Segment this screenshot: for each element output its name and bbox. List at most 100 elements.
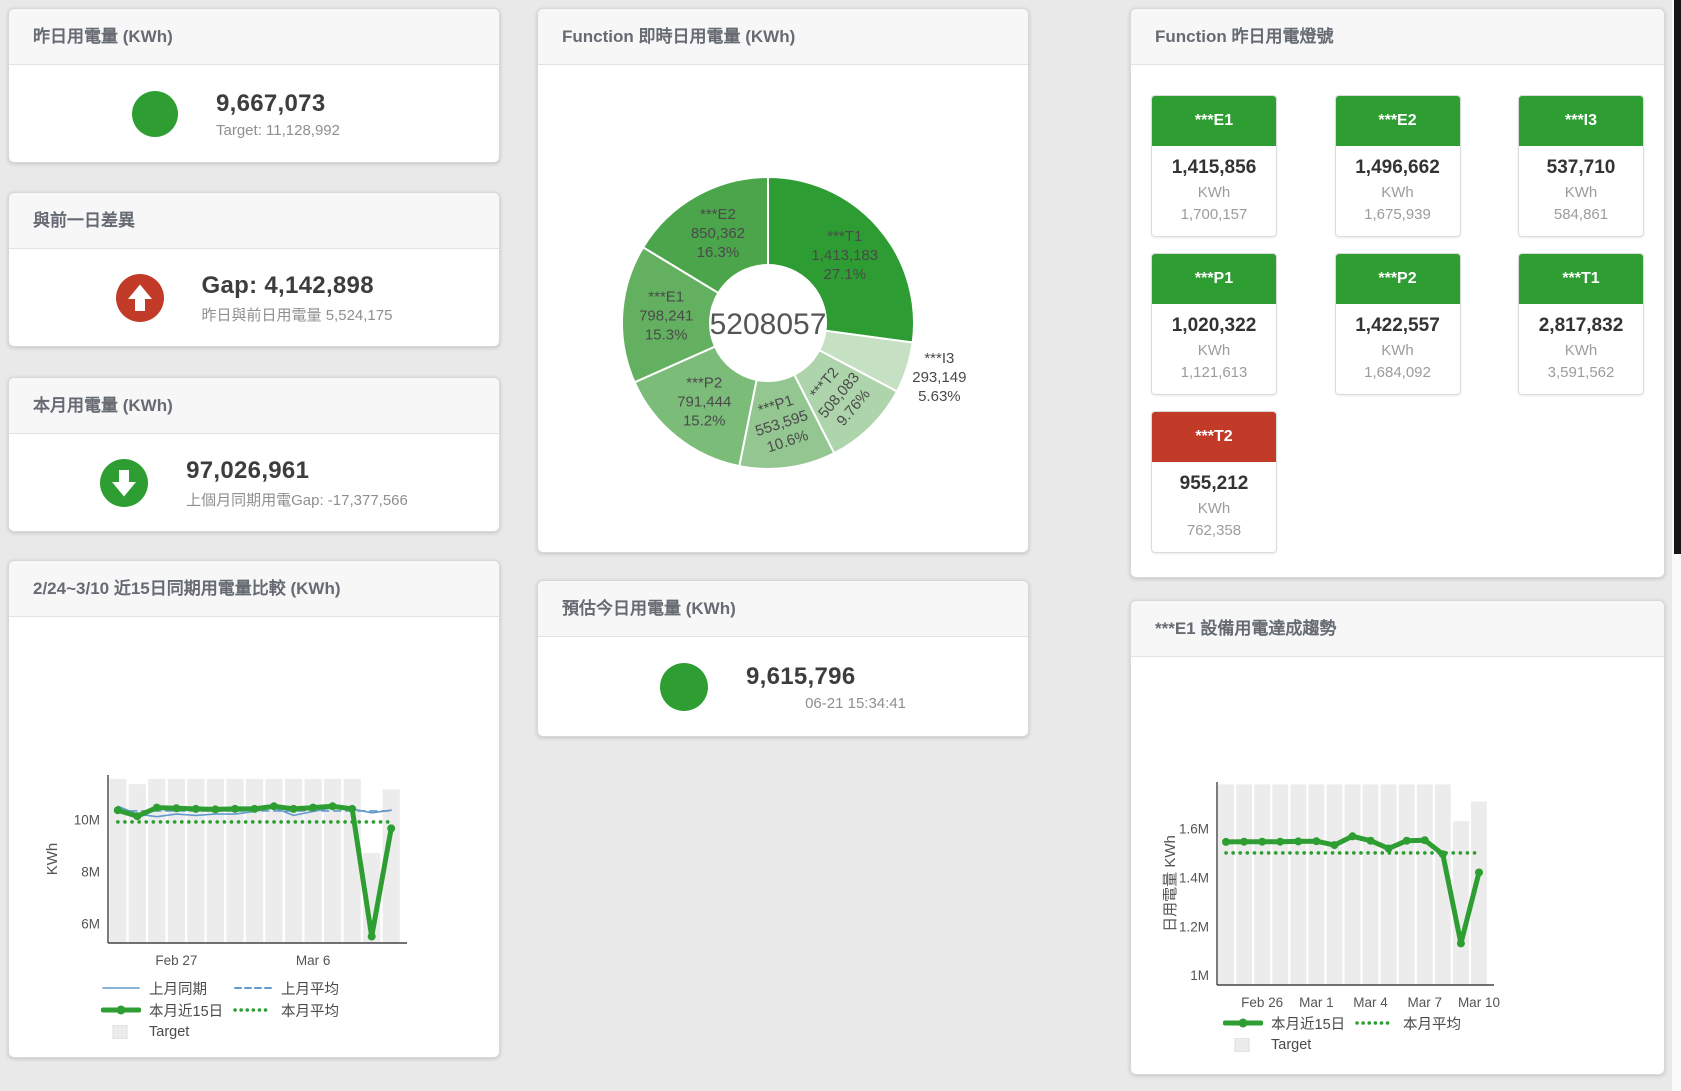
device-light-tile: ***E1 1,415,856 KWh 1,700,157 — [1151, 95, 1277, 237]
device-light-tile: ***T2 955,212 KWh 762,358 — [1151, 411, 1277, 553]
card-e1-trend-chart: ***E1 設備用電達成趨勢 1M 1.2M 1.4M 1.6M Feb 26 Mar 1… — [1130, 600, 1665, 1075]
status-green-circle-icon — [660, 663, 708, 711]
status-green-circle-icon — [132, 91, 178, 137]
tile-status-badge: ***T2 — [1152, 412, 1276, 462]
tile-unit: KWh — [1381, 184, 1414, 201]
legend-item: 本月近15日 — [101, 1000, 227, 1021]
card-title: 本月用電量 (KWh) — [9, 378, 499, 434]
kpi-value: 97,026,961 — [186, 456, 310, 484]
device-light-tile: ***T1 2,817,832 KWh 3,591,562 — [1518, 253, 1644, 395]
device-lights-grid: ***E1 1,415,856 KWh 1,700,157 ***E2 1,496,662… — [1131, 65, 1664, 583]
compare-line-chart: 6M 8M 10M Feb 27 Mar 6 KWh — [44, 775, 407, 968]
tile-unit: KWh — [1197, 184, 1231, 201]
tile-status-badge: ***I3 — [1519, 96, 1643, 146]
card-estimated-today: 預估今日用電量 (KWh) 9,615,796 06-21 15:34:41 — [537, 580, 1029, 737]
tile-value: 2,817,832 — [1538, 315, 1624, 336]
function-usage-donut-chart: ***T1 1,413,183 27.1%***I3 293,149 5.63%***T… — [621, 175, 966, 470]
kpi-subtext: 上個月同期用電Gap: -17,377,566 — [186, 491, 408, 509]
svg-text:KWh: KWh — [44, 843, 61, 876]
card-title: 與前一日差異 — [9, 193, 499, 249]
legend-item: 本月平均 — [1355, 1016, 1461, 1033]
arrow-up-icon — [115, 274, 164, 322]
svg-text:Mar 6: Mar 6 — [296, 953, 331, 968]
card-month-usage: 本月用電量 (KWh) 97,026,961 上個月同期用電Gap: -17,3… — [8, 377, 500, 532]
card-realtime-usage-donut: Function 即時日用電量 (KWh) ***T1 1,413,183 27.1… — [537, 8, 1029, 553]
e1-chart-legend: 本月近15日 本月平均 Target — [1223, 1012, 1664, 1056]
kpi-subtext: Target: 11,128,992 — [216, 121, 340, 139]
tile-value: 955,212 — [1179, 473, 1249, 494]
svg-text:1.6M: 1.6M — [1179, 821, 1209, 836]
card-title: Function 即時日用電量 (KWh) — [538, 9, 1028, 65]
card-yesterday-usage: 昨日用電量 (KWh) 9,667,073 Target: 11,128,992 — [8, 8, 500, 163]
legend-item: 本月近15日 — [1223, 1013, 1349, 1034]
kpi-value: Gap: 4,142,898 — [201, 271, 374, 299]
legend-item: 上月同期 — [102, 981, 207, 998]
kpi-subtext: 昨日與前日用電量 5,524,175 — [201, 306, 393, 324]
legend-item: Target — [101, 1024, 227, 1040]
svg-text:1.4M: 1.4M — [1179, 870, 1209, 885]
tile-unit: KWh — [1197, 342, 1231, 359]
tile-value: 537,710 — [1546, 157, 1616, 178]
window-edge-bar — [1674, 0, 1681, 554]
device-light-tile: ***P2 1,422,557 KWh 1,684,092 — [1334, 253, 1461, 395]
kpi-value: 9,615,796 — [746, 662, 856, 690]
svg-text:1M: 1M — [1190, 968, 1209, 983]
card-title: 預估今日用電量 (KWh) — [538, 581, 1028, 637]
legend-item: 本月平均 — [233, 1003, 339, 1020]
tile-value: 1,415,856 — [1171, 157, 1257, 178]
card-title: ***E1 設備用電達成趨勢 — [1131, 601, 1664, 657]
tile-target-value: 584,861 — [1553, 206, 1609, 223]
svg-text:Mar 1: Mar 1 — [1299, 995, 1334, 1010]
tile-status-badge: ***P1 — [1152, 254, 1276, 304]
tile-value: 1,496,662 — [1355, 157, 1440, 178]
compare-chart-legend: 上月同期 上月平均 本月近15日 本月平均 Target — [101, 977, 499, 1043]
kpi-value: 9,667,073 — [216, 89, 326, 117]
svg-text:Feb 26: Feb 26 — [1241, 995, 1283, 1010]
tile-target-value: 1,700,157 — [1180, 206, 1248, 223]
svg-text:日用電量 KWh: 日用電量 KWh — [1162, 835, 1179, 932]
tile-unit: KWh — [1564, 342, 1598, 359]
arrow-down-icon — [100, 459, 149, 507]
tile-status-badge: ***T1 — [1519, 254, 1643, 304]
svg-text:Mar 4: Mar 4 — [1353, 995, 1388, 1010]
tile-target-value: 1,675,939 — [1364, 206, 1431, 223]
tile-target-value: 762,358 — [1186, 522, 1242, 539]
card-title: 昨日用電量 (KWh) — [9, 9, 499, 65]
tile-target-value: 3,591,562 — [1547, 364, 1615, 381]
svg-text:1.2M: 1.2M — [1179, 919, 1209, 934]
tile-value: 1,422,557 — [1355, 315, 1440, 336]
legend-item: 上月平均 — [234, 981, 339, 998]
tile-unit: KWh — [1381, 342, 1414, 359]
tile-status-badge: ***E2 — [1335, 96, 1460, 146]
svg-text:6M: 6M — [81, 916, 100, 931]
svg-text:Feb 27: Feb 27 — [155, 953, 197, 968]
tile-status-badge: ***E1 — [1152, 96, 1276, 146]
card-day-gap: 與前一日差異 Gap: 4,142,898 昨日與前日用電量 5,524,175 — [8, 192, 500, 347]
tile-unit: KWh — [1564, 184, 1598, 201]
device-light-tile: ***E2 1,496,662 KWh 1,675,939 — [1334, 95, 1461, 237]
card-title: 2/24~3/10 近15日同期用電量比較 (KWh) — [9, 561, 499, 617]
svg-text:Mar 10: Mar 10 — [1458, 995, 1500, 1010]
device-light-tile: ***P1 1,020,322 KWh 1,121,613 — [1151, 253, 1277, 395]
tile-unit: KWh — [1197, 500, 1231, 517]
tile-target-value: 1,121,613 — [1180, 364, 1248, 381]
svg-text:5208057: 5208057 — [710, 308, 827, 341]
card-device-lights: Function 昨日用電燈號 ***E1 1,415,856 KWh 1,700,1… — [1130, 8, 1665, 578]
tile-target-value: 1,684,092 — [1364, 364, 1431, 381]
card-15day-compare-chart: 2/24~3/10 近15日同期用電量比較 (KWh) 6M 8M 10M Feb 2… — [8, 560, 500, 1058]
legend-item: Target — [1223, 1037, 1349, 1053]
svg-text:10M: 10M — [74, 812, 100, 827]
kpi-subtext: 06-21 15:34:41 — [805, 694, 906, 712]
tile-status-badge: ***P2 — [1335, 254, 1460, 304]
svg-text:8M: 8M — [81, 864, 100, 879]
tile-value: 1,020,322 — [1171, 315, 1257, 336]
svg-text:Mar 7: Mar 7 — [1408, 995, 1443, 1010]
e1-trend-line-chart: 1M 1.2M 1.4M 1.6M Feb 26 Mar 1 Mar 4 Mar 7 Mar 1… — [1162, 782, 1500, 1010]
device-light-tile: ***I3 537,710 KWh 584,861 — [1518, 95, 1644, 237]
